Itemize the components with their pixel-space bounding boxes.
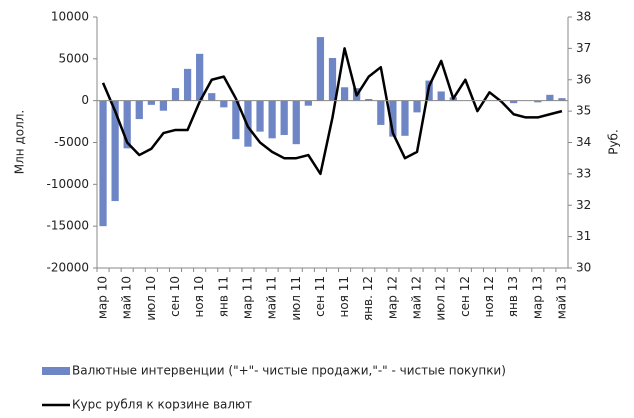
x-tick-label: ноя 12 (482, 276, 496, 318)
legend-swatch (42, 367, 70, 375)
bar (401, 100, 409, 136)
bar (546, 94, 554, 101)
bar (389, 100, 397, 137)
x-tick-label: май 10 (120, 276, 134, 319)
bar (340, 87, 349, 101)
x-tick-label: сен 11 (313, 276, 327, 317)
bar (304, 100, 312, 106)
bar (377, 100, 385, 125)
bar (558, 98, 566, 101)
bar (159, 100, 168, 111)
y-tick-label: 0 (81, 93, 89, 107)
x-tick-label: июл 12 (434, 276, 448, 321)
bar (437, 91, 445, 101)
y-tick-label: 10000 (51, 10, 89, 24)
bar (208, 93, 216, 101)
bar (183, 68, 192, 101)
bar (510, 100, 518, 104)
y2-tick-label: 34 (576, 135, 591, 149)
y-tick-label: -5000 (54, 135, 89, 149)
x-tick-label: мар 12 (385, 276, 399, 319)
bar (316, 37, 325, 101)
x-tick-label: янв. 12 (361, 276, 375, 321)
x-tick-label: янв 13 (506, 276, 520, 317)
bar (99, 100, 107, 227)
x-tick-label: май 13 (554, 276, 568, 319)
bar (171, 88, 180, 101)
y-tick-label: -10000 (46, 177, 89, 191)
x-tick-label: ноя 11 (337, 276, 351, 318)
x-tick-label: июл 10 (144, 276, 158, 321)
legend-label: Валютные интервенции ("+"- чистые продаж… (72, 364, 506, 378)
bar (111, 100, 119, 202)
bar (135, 100, 143, 120)
legend-label: Курс рубля к корзине валют (72, 398, 252, 412)
bar (292, 100, 300, 145)
y2-tick-label: 30 (576, 261, 591, 275)
y-tick-label: -20000 (46, 261, 89, 275)
line (101, 47, 563, 176)
y2-tick-label: 35 (576, 104, 591, 118)
y2-axis-label: Руб. (607, 129, 621, 155)
y2-tick-label: 36 (576, 72, 591, 86)
bar (534, 100, 542, 103)
x-tick-label: сен 10 (168, 276, 182, 317)
bar (365, 98, 373, 101)
x-tick-label: май 11 (265, 276, 279, 319)
bar (280, 100, 288, 135)
x-tick-label: мар 11 (240, 276, 254, 319)
x-tick-label: май 12 (410, 276, 424, 319)
y-tick-label: -15000 (46, 219, 89, 233)
bar (328, 57, 337, 101)
y2-tick-label: 37 (576, 41, 591, 55)
y2-tick-label: 38 (576, 10, 591, 24)
y-axis-label: Млн долл. (13, 110, 27, 174)
y2-tick-label: 31 (576, 229, 591, 243)
bar (220, 100, 228, 108)
x-tick-label: июл 11 (289, 276, 303, 321)
x-tick-label: ноя 10 (192, 276, 206, 318)
bar (196, 53, 204, 101)
x-tick-label: мар 13 (530, 276, 544, 319)
x-tick-label: янв 11 (216, 276, 230, 317)
y-tick-label: 5000 (58, 51, 89, 65)
y2-tick-label: 33 (576, 166, 591, 180)
bar (147, 100, 155, 105)
x-tick-label: сен 12 (458, 276, 472, 317)
bar (232, 100, 240, 140)
bar (256, 100, 264, 132)
bar (413, 100, 421, 113)
x-tick-label: мар 10 (96, 276, 110, 319)
y2-tick-label: 32 (576, 198, 591, 212)
bar (268, 100, 276, 139)
bar (123, 100, 131, 149)
